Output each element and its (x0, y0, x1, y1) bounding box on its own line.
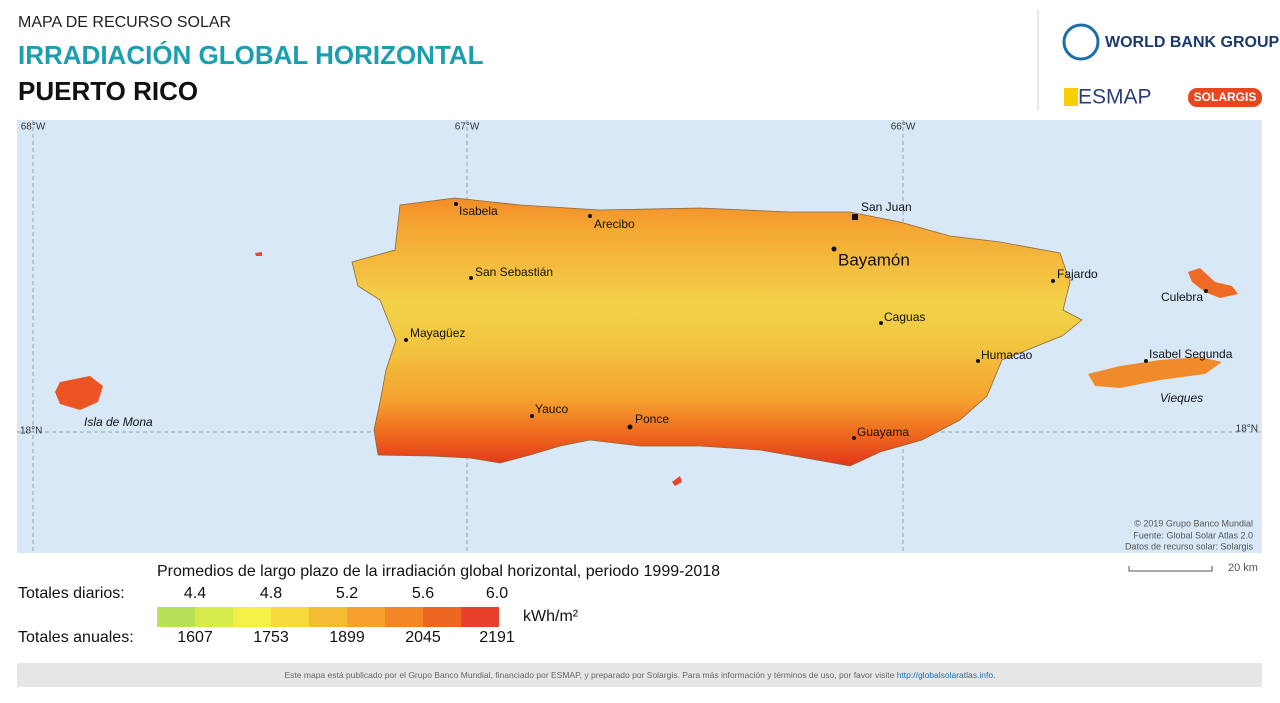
place-marker (454, 202, 458, 206)
legend-scale (157, 607, 499, 627)
place-label: Ponce (635, 412, 669, 426)
place-marker (852, 436, 856, 440)
scale-bar (1128, 566, 1213, 572)
wb-globe (1062, 23, 1100, 61)
mona-island (55, 376, 103, 410)
daily-tick: 6.0 (486, 585, 508, 602)
lat-label: 18°N (20, 426, 42, 437)
culebra-island (1188, 268, 1238, 298)
legend-swatch (461, 607, 499, 627)
legend-swatch (195, 607, 233, 627)
annual-tick: 2045 (405, 629, 441, 646)
place-label: San Juan (861, 200, 912, 214)
legend-ticks: 4.4 4.8 5.2 5.6 6.0 1607 1753 1899 2045 … (177, 585, 515, 646)
islet (255, 252, 262, 256)
credit: Fuente: Global Solar Atlas 2.0 (1133, 530, 1253, 540)
place-label: Humacao (981, 348, 1033, 362)
place-marker (976, 359, 980, 363)
legend-swatch (385, 607, 423, 627)
place-label: Arecibo (594, 217, 635, 231)
solargis-mark (1188, 88, 1262, 107)
island-label: Vieques (1160, 391, 1203, 405)
footer-link[interactable]: http://globalsolaratlas.info (897, 670, 994, 680)
vieques-island (1088, 357, 1222, 388)
legend-title: Promedios de largo plazo de la irradiaci… (157, 563, 720, 580)
capital-marker (852, 214, 858, 220)
place-marker (627, 424, 633, 430)
place-marker (1051, 279, 1055, 283)
islet (672, 476, 682, 486)
wb-logo: WORLD BANK GROUP (1105, 34, 1280, 51)
annual-tick: 2191 (479, 629, 515, 646)
place-label: Culebra (1161, 290, 1203, 304)
legend-swatch (347, 607, 385, 627)
place-label: Isabela (459, 204, 498, 218)
daily-tick: 4.4 (184, 585, 206, 602)
footer: Este mapa está publicado por el Grupo Ba… (285, 670, 996, 680)
place-marker (1144, 359, 1148, 363)
credit: Datos de recurso solar: Solargis (1125, 541, 1254, 551)
place-marker (588, 214, 592, 218)
legend-unit: kWh/m² (523, 608, 579, 625)
credit: © 2019 Grupo Banco Mundial (1134, 518, 1253, 528)
footer-text: Este mapa está publicado por el Grupo Ba… (285, 670, 897, 680)
lon-label: 67°W (455, 122, 480, 133)
esmap-logo: ESMAP (1078, 86, 1152, 109)
daily-tick: 5.6 (412, 585, 434, 602)
esmap-mark (1064, 88, 1078, 106)
place-label: San Sebastián (475, 265, 553, 279)
legend-swatch (423, 607, 461, 627)
place-label: Fajardo (1057, 267, 1098, 281)
lon-label: 66°W (891, 122, 916, 133)
supertitle: MAPA DE RECURSO SOLAR (18, 14, 231, 31)
island-label: Isla de Mona (84, 415, 153, 429)
places: San Juan Bayamón Isabela Arecibo San Seb… (84, 200, 1233, 440)
place-label: Isabel Segunda (1149, 347, 1233, 361)
footer-bar (17, 663, 1262, 687)
place-marker (831, 246, 837, 252)
annual-label: Totales anuales: (18, 629, 134, 646)
lon-label: 68°W (21, 122, 46, 133)
legend-swatch (157, 607, 195, 627)
place-label: Bayamón (838, 250, 910, 269)
annual-tick: 1899 (329, 629, 365, 646)
annual-tick: 1753 (253, 629, 289, 646)
main-island (351, 197, 1083, 467)
place-marker (879, 321, 883, 325)
daily-tick: 5.2 (336, 585, 358, 602)
lat-label: 18°N (1236, 424, 1258, 435)
legend-swatch (233, 607, 271, 627)
title: IRRADIACIÓN GLOBAL HORIZONTAL (18, 40, 484, 70)
place-marker (469, 276, 473, 280)
place-marker (1204, 289, 1208, 293)
legend-swatch (309, 607, 347, 627)
scale-label: 20 km (1228, 562, 1258, 574)
annual-tick: 1607 (177, 629, 213, 646)
credits: © 2019 Grupo Banco Mundial Fuente: Globa… (1125, 518, 1254, 551)
daily-label: Totales diarios: (18, 585, 125, 602)
footer-end: . (993, 670, 995, 680)
place-marker (530, 414, 534, 418)
place-label: Guayama (857, 425, 909, 439)
legend-swatch (271, 607, 309, 627)
country: PUERTO RICO (18, 76, 198, 106)
solargis-logo: SOLARGIS (1194, 90, 1257, 104)
place-label: Mayagüez (410, 326, 465, 340)
place-marker (404, 338, 408, 342)
graticule (17, 120, 1262, 553)
place-label: Caguas (884, 310, 925, 324)
place-label: Yauco (535, 402, 568, 416)
daily-tick: 4.8 (260, 585, 282, 602)
